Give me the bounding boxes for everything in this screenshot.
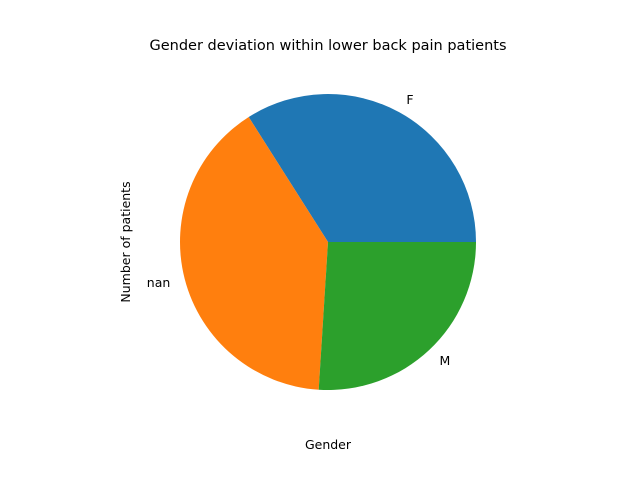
slice-label-nan: nan [147,275,171,290]
slice-label-f: F [406,92,413,107]
y-axis-label: Number of patients [118,181,133,302]
x-axis-label: Gender [305,437,352,452]
pie-slice-nan [180,117,328,390]
pie-slices [180,94,476,391]
slice-label-m: M [439,353,450,368]
pie-slice-f [248,94,476,242]
pie-slice-m [318,242,476,391]
chart-title: Gender deviation within lower back pain … [149,38,506,54]
